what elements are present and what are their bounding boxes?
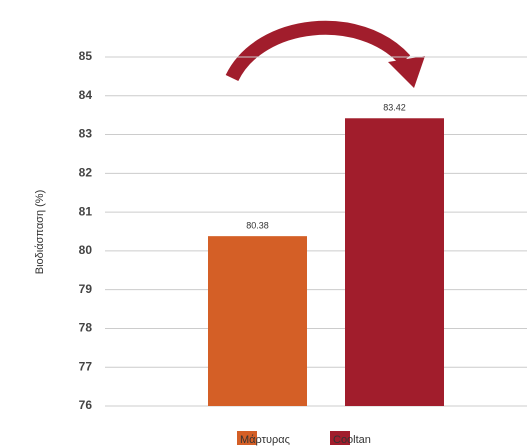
y-tick-label: 85: [79, 49, 93, 63]
y-tick-label: 83: [79, 127, 93, 141]
y-tick-label: 82: [79, 166, 93, 180]
bar: [208, 236, 307, 406]
legend-swatch: [237, 431, 257, 445]
y-tick-label: 81: [79, 204, 93, 218]
y-tick-label: 78: [79, 321, 93, 335]
arrow: [225, 20, 411, 82]
y-axis-label: Βιοδιάσπαση (%): [34, 190, 46, 274]
arrow-head: [388, 56, 425, 88]
y-tick-label: 79: [79, 282, 93, 296]
y-tick-label: 84: [79, 88, 93, 102]
annotation: +3.04%: [301, 39, 335, 50]
y-tick-label: 77: [79, 359, 93, 373]
y-tick-label: 76: [79, 398, 93, 412]
legend-label: Μάρτυρας: [240, 434, 290, 446]
bar: [345, 118, 444, 406]
legend-swatch: [330, 431, 350, 445]
value-label: 80.38: [246, 221, 269, 231]
y-tick-label: 80: [79, 243, 93, 257]
value-label: 83.42: [383, 103, 406, 113]
legend-label: Cooltan: [333, 434, 371, 446]
